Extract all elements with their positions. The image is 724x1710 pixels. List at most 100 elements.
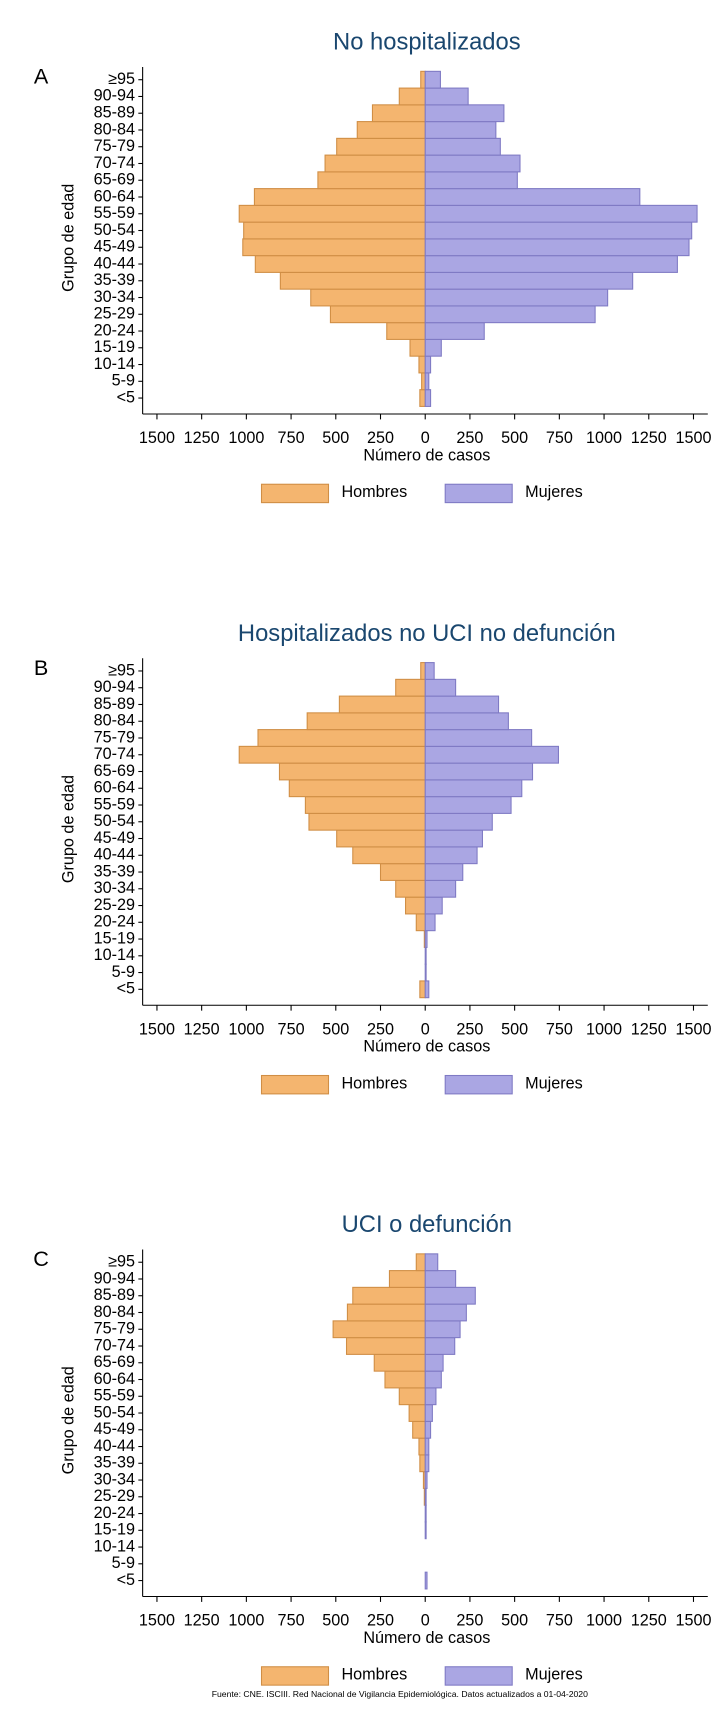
x-tick-label: 1250	[631, 429, 667, 447]
source-note: Fuente: CNE. ISCIII. Red Nacional de Vig…	[212, 1689, 588, 1699]
bar	[352, 1286, 426, 1305]
y-tick-label: 65-69	[94, 762, 135, 780]
x-tick-label: 1000	[228, 429, 264, 447]
y-tick-label: 45-49	[94, 1420, 135, 1438]
bar	[424, 695, 500, 714]
legend-label: Hombres	[341, 1666, 407, 1684]
y-tick-label: 60-64	[94, 187, 135, 205]
x-tick-label: 1000	[586, 429, 622, 447]
bar	[424, 171, 518, 190]
x-axis-label: Número de casos	[363, 446, 490, 464]
y-tick-label: 45-49	[94, 238, 135, 256]
y-tick-label: 10-14	[94, 946, 135, 964]
x-tick-label: 750	[278, 1020, 305, 1038]
legend-swatch	[260, 1666, 330, 1686]
bar	[346, 1303, 426, 1322]
bar	[424, 1521, 427, 1540]
bar	[386, 322, 426, 340]
y-tick-label: 20-24	[94, 1504, 135, 1522]
legend-label: Mujeres	[525, 1074, 583, 1092]
x-tick-label: 250	[456, 1020, 483, 1038]
y-tick-label: 85-89	[94, 695, 135, 713]
y-tick-label: 25-29	[94, 1487, 135, 1505]
bar	[412, 1420, 426, 1439]
bar	[238, 745, 426, 764]
bar	[424, 372, 430, 391]
bar	[424, 288, 609, 307]
y-tick-label: 80-84	[94, 712, 135, 730]
bar	[424, 1571, 428, 1590]
y-tick-label: 15-19	[94, 338, 135, 356]
y-tick-label: 60-64	[94, 1370, 135, 1388]
y-tick-label: <5	[117, 1571, 135, 1589]
legend-label: Mujeres	[525, 483, 583, 501]
bar	[304, 796, 426, 814]
bar	[405, 896, 426, 915]
y-tick-label: 55-59	[94, 204, 135, 222]
bar	[424, 305, 596, 324]
y-tick-label: ≥95	[108, 70, 135, 88]
y-tick-label: 20-24	[94, 913, 135, 931]
x-tick-label: 750	[546, 429, 573, 447]
y-tick-label: 30-34	[94, 879, 135, 897]
x-tick-label: 1000	[586, 1612, 622, 1630]
bar	[384, 1370, 426, 1389]
bar	[424, 87, 469, 106]
bar	[415, 1253, 426, 1272]
x-tick-label: 750	[278, 1612, 305, 1630]
bar	[317, 171, 426, 190]
chart-title: Hospitalizados no UCI no defunción	[238, 620, 616, 647]
bar	[253, 188, 426, 206]
bar	[424, 121, 497, 139]
legend-swatch	[444, 1666, 513, 1686]
bar	[424, 745, 559, 764]
bar	[306, 712, 426, 731]
x-tick-label: 500	[501, 429, 528, 447]
bar	[398, 1387, 426, 1406]
bar	[424, 188, 641, 206]
bar	[424, 1420, 432, 1439]
bar	[424, 712, 509, 731]
x-tick-label: 1500	[675, 429, 711, 447]
x-tick-label: 1000	[228, 1612, 264, 1630]
bar	[424, 355, 432, 374]
bar	[424, 238, 690, 257]
bar	[373, 1353, 426, 1372]
bar	[324, 154, 426, 173]
y-tick-label: 70-74	[94, 154, 135, 172]
bar	[356, 121, 426, 139]
bar	[424, 812, 493, 831]
bar	[395, 678, 426, 697]
y-tick-label: 15-19	[94, 1521, 135, 1539]
bar	[238, 204, 426, 223]
x-tick-label: 1000	[586, 1020, 622, 1038]
y-tick-label: 40-44	[94, 1437, 135, 1455]
bar	[419, 389, 426, 407]
bar	[424, 1387, 437, 1406]
bar	[332, 1320, 426, 1339]
y-tick-label: 30-34	[94, 1470, 135, 1488]
bar	[398, 87, 426, 106]
bar	[424, 963, 427, 982]
x-tick-label: 1000	[228, 1020, 264, 1038]
bar	[424, 70, 441, 89]
bar	[424, 946, 427, 965]
bar	[415, 913, 426, 932]
x-tick-label: 500	[322, 429, 349, 447]
y-tick-label: 80-84	[94, 1303, 135, 1321]
y-tick-label: <5	[117, 388, 135, 406]
y-axis-label: Grupo de edad	[59, 775, 77, 883]
bar	[424, 271, 634, 290]
x-tick-label: 1500	[139, 429, 175, 447]
x-tick-label: 500	[322, 1612, 349, 1630]
y-tick-label: 75-79	[94, 1320, 135, 1338]
legend-swatch	[260, 1074, 330, 1095]
bar	[424, 662, 435, 680]
x-tick-label: 500	[501, 1612, 528, 1630]
y-tick-label: 10-14	[94, 1537, 135, 1555]
y-tick-label: 15-19	[94, 929, 135, 947]
x-axis-label: Número de casos	[363, 1038, 490, 1056]
bar	[257, 729, 426, 747]
bar	[424, 1437, 430, 1456]
bar	[278, 762, 426, 781]
